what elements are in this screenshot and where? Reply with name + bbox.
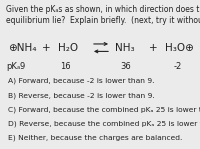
- Text: C) Forward, because the combined pKₐ 25 is lower than 34.: C) Forward, because the combined pKₐ 25 …: [8, 106, 200, 113]
- Text: NH₃: NH₃: [115, 43, 135, 53]
- Text: equilibrium lie?  Explain briefly.  (next, try it without pKₐs!): equilibrium lie? Explain briefly. (next,…: [6, 16, 200, 25]
- Text: H₃O⊕: H₃O⊕: [165, 43, 194, 53]
- Text: +: +: [149, 43, 158, 53]
- Text: -2: -2: [174, 62, 182, 71]
- Text: 9: 9: [19, 62, 24, 71]
- Text: B) Reverse, because -2 is lower than 9.: B) Reverse, because -2 is lower than 9.: [8, 92, 155, 99]
- Text: D) Reverse, because the combined pKₐ 25 is lower than 34.: D) Reverse, because the combined pKₐ 25 …: [8, 120, 200, 127]
- Text: Given the pKₐs as shown, in which direction does the: Given the pKₐs as shown, in which direct…: [6, 5, 200, 14]
- Text: 36: 36: [120, 62, 131, 71]
- Text: A) Forward, because -2 is lower than 9.: A) Forward, because -2 is lower than 9.: [8, 78, 154, 84]
- Text: 16: 16: [60, 62, 71, 71]
- Text: +: +: [42, 43, 51, 53]
- Text: pKₐ: pKₐ: [6, 62, 20, 71]
- Text: E) Neither, because the charges are balanced.: E) Neither, because the charges are bala…: [8, 135, 182, 141]
- Text: H₂O: H₂O: [58, 43, 78, 53]
- Text: ⊕NH₄: ⊕NH₄: [8, 43, 36, 53]
